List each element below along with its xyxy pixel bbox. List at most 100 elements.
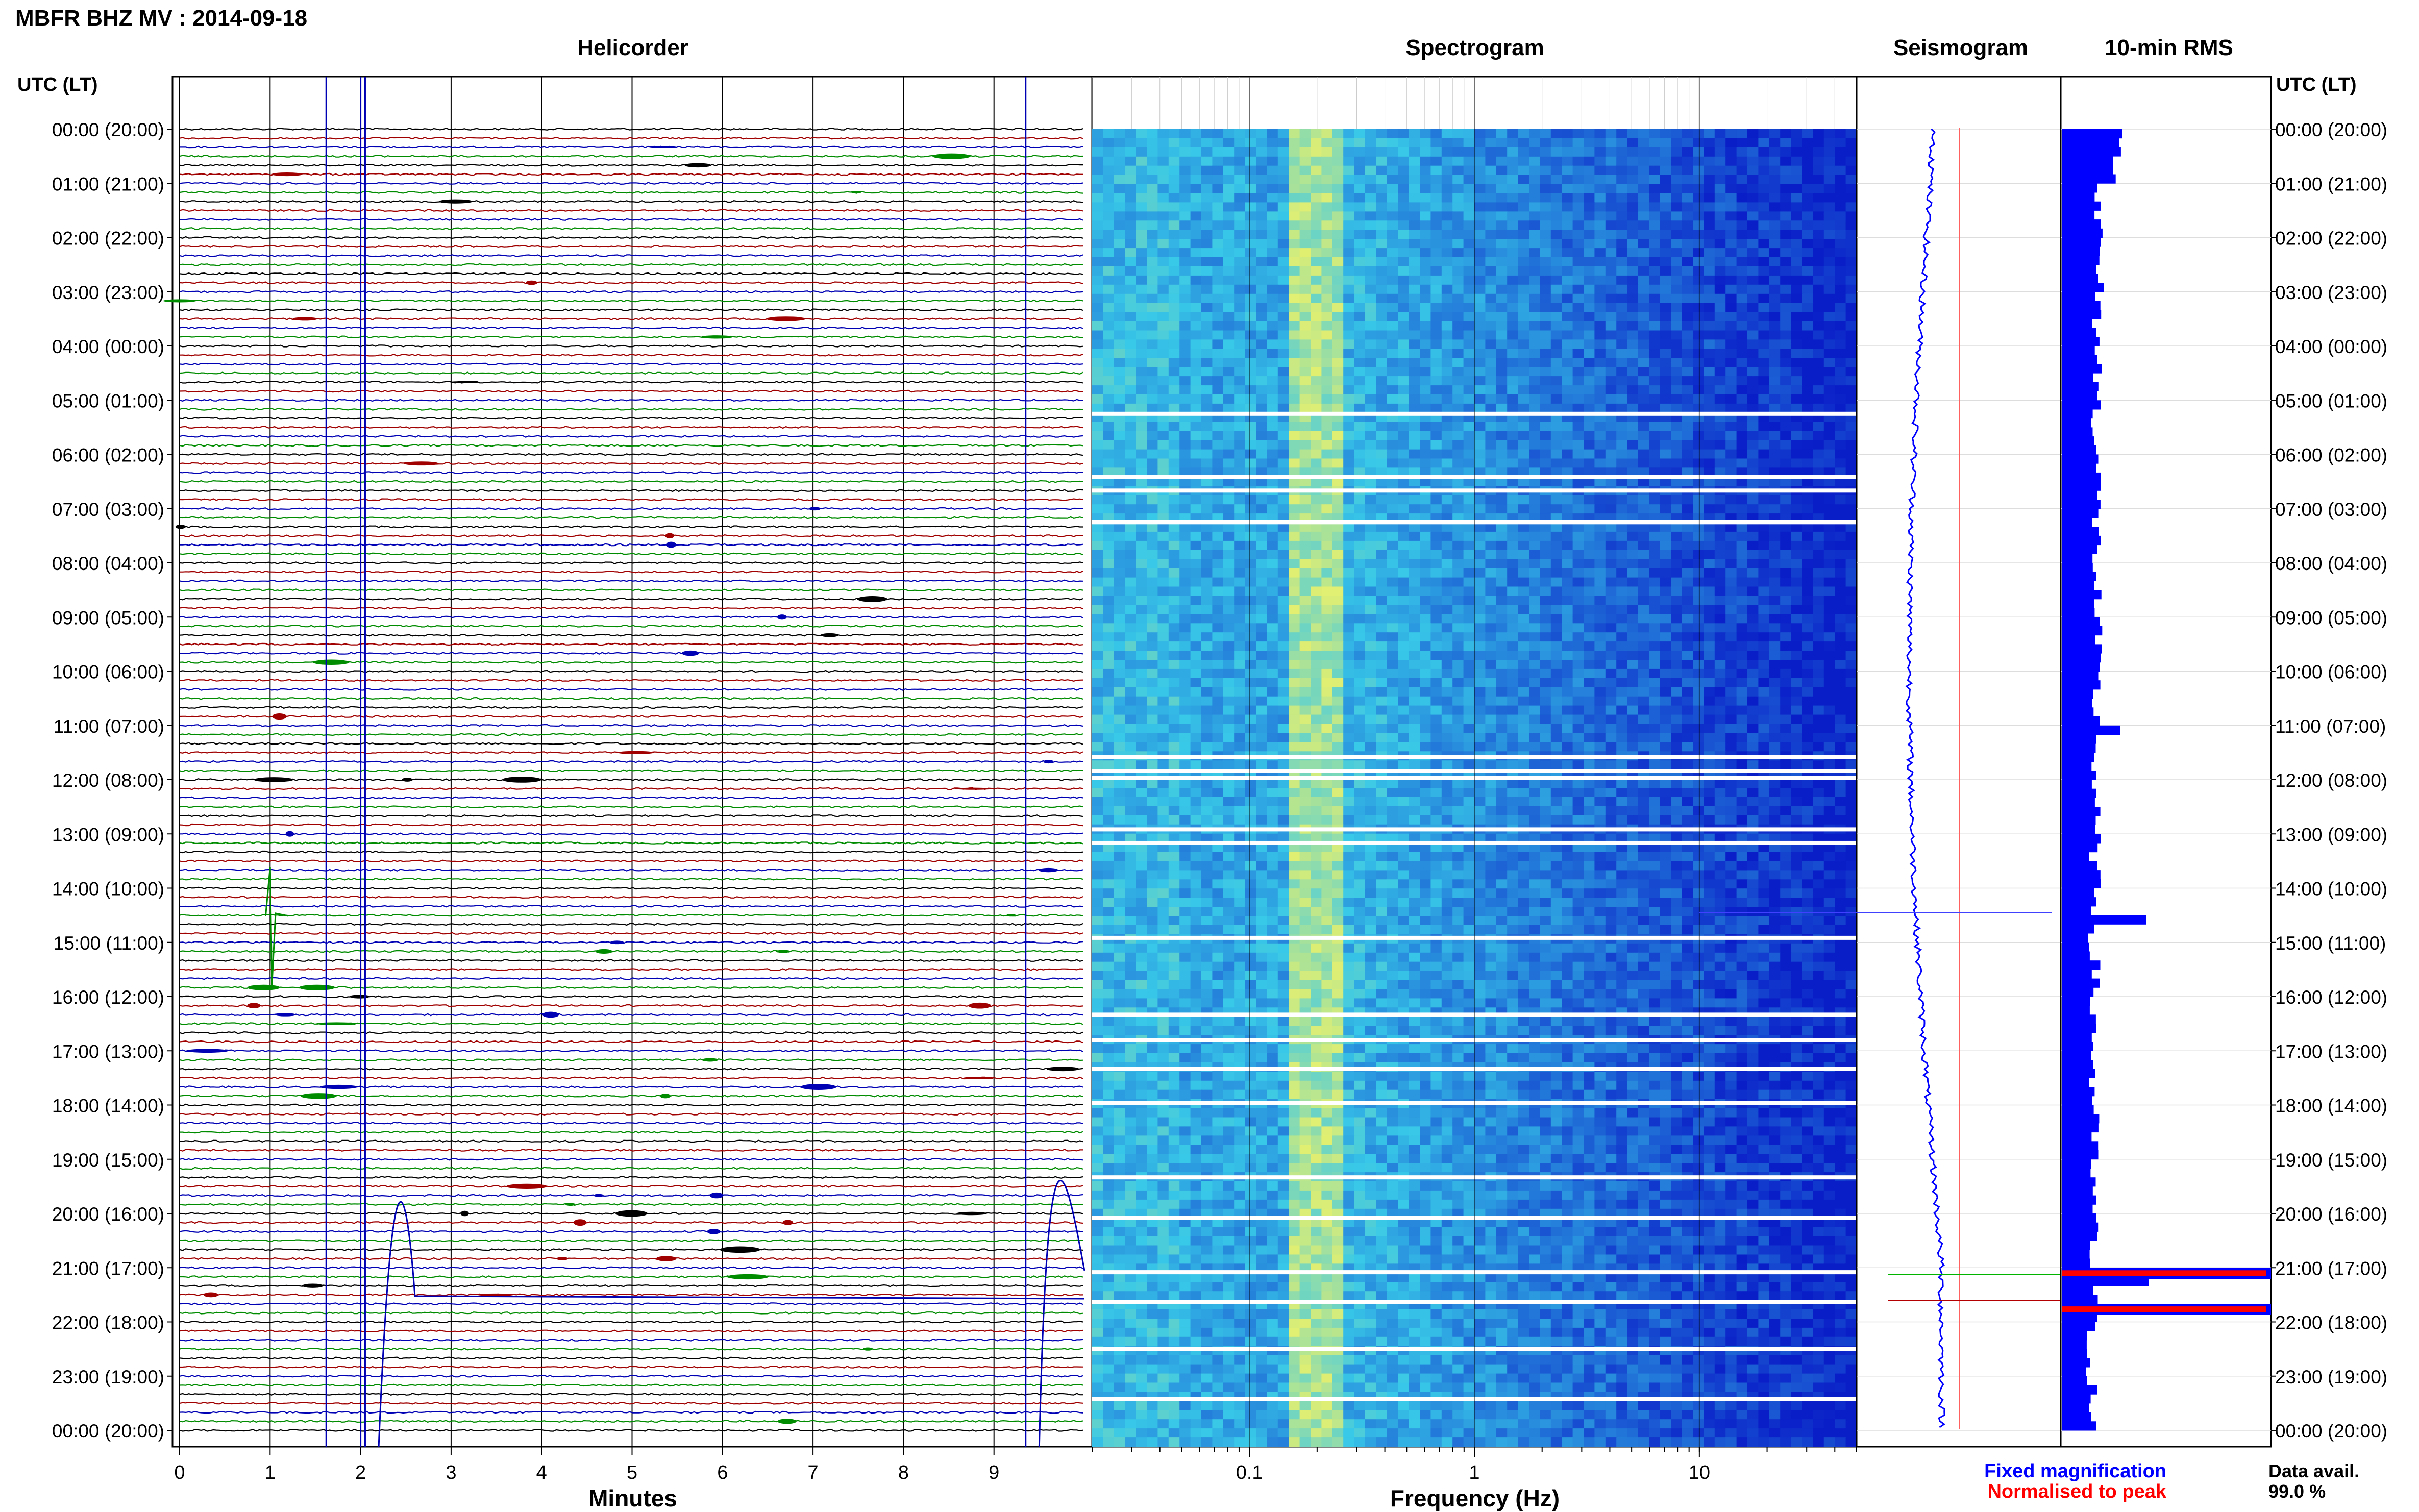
spectrogram-cell [1550,339,1562,349]
spectrogram-cell [1409,248,1420,258]
spectrogram-cell [1376,641,1388,651]
spectrogram-cell [1474,184,1486,194]
spectrogram-cell [1223,449,1235,459]
spectrogram-cell [1562,376,1573,386]
spectrogram-cell [1671,376,1683,386]
spectrogram-cell [1791,531,1803,541]
spectrogram-cell [1311,504,1322,514]
spectrogram-cell [1758,129,1770,139]
spectrogram-cell [1638,239,1649,249]
spectrogram-cell [1758,330,1770,340]
spectrogram-cell [1550,449,1562,459]
spectrogram-cell [1758,660,1770,670]
spectrogram-cell [1321,147,1333,157]
spectrogram-cell [1103,230,1115,239]
spectrogram-cell [1267,284,1278,294]
spectrogram-cell [1529,239,1540,249]
spectrogram-cell [1376,477,1388,486]
spectrogram-cell [1136,175,1147,185]
spectrogram-cell [1223,284,1235,294]
spectrogram-cell [1387,138,1398,148]
spectrogram-cell [1256,550,1267,560]
helicorder-trace [179,995,1083,998]
spectrogram-cell [1398,275,1410,285]
spectrogram-cell [1780,339,1792,349]
spectrogram-cell [1168,632,1180,642]
helicorder-trace [179,1013,1083,1017]
spectrogram-cell [1835,495,1846,505]
spectrogram-cell [1463,596,1475,605]
spectrogram-cell [1671,540,1683,551]
spectrogram-cell [1234,467,1246,477]
spectrogram-cell [1845,376,1857,386]
spectrogram-cell [1157,403,1169,413]
spectrogram-cell [1376,220,1388,230]
spectrogram-cell [1845,568,1857,578]
spectrogram-cell [1299,458,1311,468]
spectrogram-cell [1671,632,1683,642]
spectrogram-cell [1605,568,1617,578]
spectrogram-cell [1649,605,1661,614]
spectrogram-cell [1234,303,1246,313]
spectrogram-cell [1572,531,1584,541]
spectrogram-cell [1212,211,1224,221]
spectrogram-cell [1835,358,1846,367]
spectrogram-cell [1802,641,1813,651]
spectrogram-cell [1693,202,1704,212]
spectrogram-cell [1671,550,1683,560]
spectrogram-cell [1660,651,1671,660]
helicorder-trace [179,1076,1083,1080]
spectrogram-cell [1245,550,1256,560]
spectrogram-cell [1387,687,1398,697]
spectrogram-cell [1660,138,1671,148]
spectrogram-cell [1234,559,1246,569]
spectrogram-cell [1518,230,1529,239]
spectrogram-cell [1398,175,1410,185]
helicorder-trace [179,1167,1083,1170]
spectrogram-cell [1223,358,1235,367]
spectrogram-cell [1627,550,1639,560]
spectrogram-cell [1802,339,1813,349]
spectrogram-cell [1616,687,1628,697]
spectrogram-cell [1452,129,1464,139]
spectrogram-cell [1769,156,1781,166]
helicorder-trace [180,570,1083,574]
spectrogram-cell [1212,257,1224,267]
helicorder-event [660,1094,671,1099]
spectrogram-cell [1452,266,1464,276]
spectrogram-cell [1125,559,1137,569]
spectrogram-cell [1660,687,1671,697]
spectrogram-cell [1299,431,1311,441]
row-label-left: 08:00 (04:00) [52,553,164,574]
spectrogram-cell [1496,257,1508,267]
spectrogram-cell [1212,668,1224,679]
spectrogram-cell [1387,193,1398,203]
helicorder-trace [179,1302,1083,1305]
spectrogram-cell [1147,467,1158,477]
spectrogram-cell [1343,284,1355,294]
spectrogram-cell [1758,632,1770,642]
spectrogram-cell [1507,202,1519,212]
spectrogram-cell [1518,431,1529,441]
spectrogram-cell [1157,458,1169,468]
helicorder-title: Helicorder [577,35,688,60]
spectrogram-cell [1594,523,1606,532]
row-label-right: 17:00 (13:00) [2275,1041,2387,1062]
spectrogram-cell [1376,559,1388,569]
helicorder-event [684,163,711,168]
spectrogram-cell [1562,138,1573,148]
spectrogram-cell [1474,403,1486,413]
spectrogram-cell [1234,641,1246,651]
spectrogram-cell [1813,705,1824,715]
spectrogram-cell [1584,230,1595,239]
spectrogram-cell [1671,403,1683,413]
spectrogram-cell [1136,220,1147,230]
spectrogram-cell [1256,394,1267,404]
spectrogram-cell [1813,577,1824,587]
spectrogram-cell [1616,550,1628,560]
spectrogram-cell [1660,504,1671,514]
spectrogram-cell [1769,431,1781,441]
spectrogram-cell [1518,440,1529,450]
spectrogram-cell [1387,596,1398,605]
spectrogram-cell [1758,284,1770,294]
